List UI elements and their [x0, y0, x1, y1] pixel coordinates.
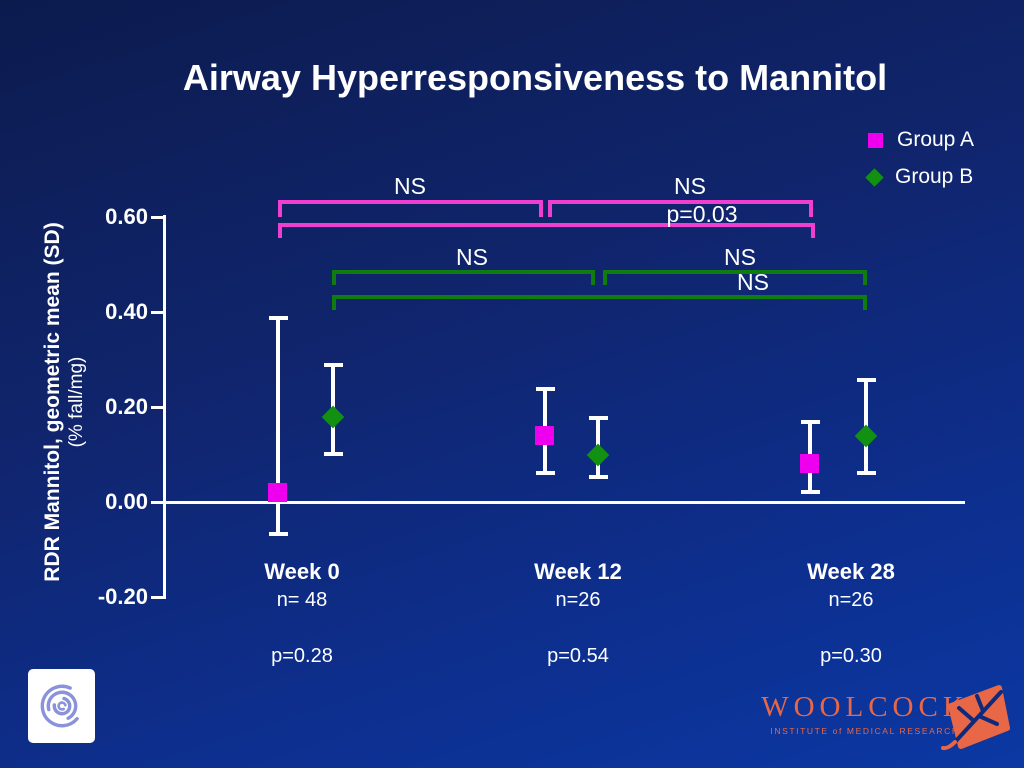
significance-label-group_a-1: NS — [394, 173, 426, 199]
n-label-1: n= 48 — [276, 589, 328, 611]
significance-bracket-group_b-2 — [603, 270, 867, 285]
legend: Group A Group B — [865, 128, 974, 202]
errorbar-cap-top-1-1 — [589, 416, 608, 420]
errorbar-line-0-0 — [276, 317, 280, 535]
errorbar-cap-bottom-1-2 — [857, 471, 876, 475]
significance-label-group_a-2: NS — [674, 173, 706, 199]
errorbar-cap-top-1-2 — [857, 378, 876, 382]
y-axis-line — [163, 215, 166, 599]
marker-diamond-1-1 — [586, 443, 610, 467]
y-axis-tick-0.20 — [151, 406, 163, 409]
significance-label-group_b-3: NS — [737, 269, 769, 295]
y-axis-tick-0.60 — [151, 216, 163, 219]
institute-subtitle: INSTITUTE of MEDICAL RESEARCH — [770, 726, 960, 736]
significance-bracket-group_a-1 — [278, 200, 543, 217]
significance-bracket-group_a-3 — [278, 223, 815, 238]
significance-label-group_a-3: p=0.03 — [666, 201, 738, 227]
week-label-1: Week 0 — [264, 559, 340, 584]
marker-square-0-2 — [800, 454, 819, 473]
y-axis-tick-0.40 — [151, 311, 163, 314]
legend-square-icon — [868, 132, 883, 148]
category-labels-2: Week 12 n=26 p=0.54 — [488, 559, 668, 668]
errorbar-cap-bottom-1-1 — [589, 475, 608, 479]
y-axis-tick-label-0.40: 0.40 — [105, 299, 148, 324]
marker-diamond-1-0 — [321, 405, 345, 429]
institute-name: WOOLCOCK — [761, 691, 969, 723]
legend-item-2: Group B — [865, 165, 974, 189]
errorbar-cap-bottom-1-0 — [324, 452, 343, 456]
p-label-3: p=0.30 — [820, 645, 882, 667]
significance-bracket-group_b-3 — [332, 295, 867, 310]
errorbar-cap-bottom-0-0 — [269, 532, 288, 536]
legend-label-1: Group A — [897, 128, 975, 151]
errorbar-cap-top-0-1 — [536, 387, 555, 391]
n-label-2: n=26 — [555, 589, 601, 611]
legend-item-1: Group A — [868, 128, 974, 152]
category-labels-3: Week 28 n=26 p=0.30 — [761, 559, 941, 668]
significance-label-group_b-2: NS — [724, 244, 756, 270]
p-label-1: p=0.28 — [271, 645, 333, 667]
n-label-3: n=26 — [828, 589, 874, 611]
marker-square-0-1 — [535, 426, 554, 445]
spiral-logo — [28, 669, 95, 743]
significance-bracket-group_a-2 — [548, 200, 813, 217]
institute-logo: WOOLCOCK INSTITUTE of MEDICAL RESEARCH — [760, 691, 970, 737]
significance-bracket-group_b-1 — [332, 270, 595, 285]
p-label-2: p=0.54 — [547, 645, 609, 667]
week-label-3: Week 28 — [807, 559, 895, 584]
y-axis-tick-0.00 — [151, 501, 163, 504]
marker-diamond-1-2 — [854, 424, 878, 448]
y-axis-tick--0.20 — [151, 596, 163, 599]
week-label-2: Week 12 — [534, 559, 622, 584]
leaf-icon — [941, 685, 1010, 751]
legend-label-2: Group B — [895, 165, 974, 188]
zero-baseline — [165, 501, 965, 504]
errorbar-cap-bottom-0-1 — [536, 471, 555, 475]
slide-title: Airway Hyperresponsiveness to Mannitol — [182, 57, 888, 98]
category-labels-1: Week 0 n= 48 p=0.28 — [212, 559, 392, 668]
errorbar-cap-top-0-2 — [801, 420, 820, 424]
marker-square-0-0 — [268, 483, 287, 502]
errorbar-cap-bottom-0-2 — [801, 490, 820, 494]
errorbar-cap-top-1-0 — [324, 363, 343, 367]
y-axis-tick-label-0.60: 0.60 — [105, 204, 148, 229]
significance-label-group_b-1: NS — [456, 244, 488, 270]
errorbar-cap-top-0-0 — [269, 316, 288, 320]
y-axis-tick-label--0.20: -0.20 — [97, 584, 148, 609]
spiral-icon — [40, 684, 83, 728]
y-axis-tick-label-0.20: 0.20 — [105, 394, 148, 419]
y-axis-tick-label-0.00: 0.00 — [105, 489, 148, 514]
